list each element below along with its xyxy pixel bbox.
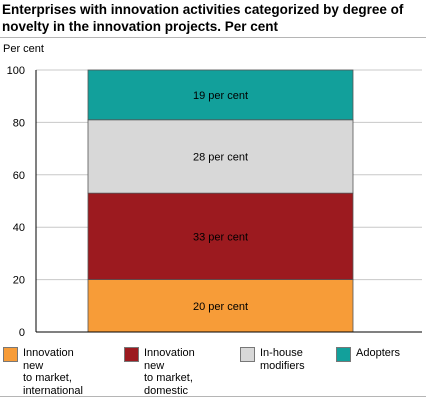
- data-label-1: 20 per cent: [193, 301, 248, 313]
- chart-title: Enterprises with innovation activities c…: [2, 2, 404, 34]
- title-divider: [0, 37, 426, 38]
- legend: Innovation new to market, international I…: [0, 347, 426, 397]
- data-label-3: 28 per cent: [193, 151, 248, 163]
- y-tick-label: 20: [13, 275, 25, 287]
- y-axis-label: Per cent: [3, 43, 44, 55]
- legend-swatch: [124, 347, 139, 362]
- legend-swatch: [240, 347, 255, 362]
- data-label-4: 19 per cent: [193, 90, 248, 102]
- bar-segment-2: [87, 192, 354, 280]
- legend-label: In-house modifiers: [260, 347, 305, 372]
- legend-swatch: [3, 347, 18, 362]
- legend-label: Adopters: [356, 347, 401, 359]
- stacked-bar-chart: 0 20 40 60 80 100 20 per cent 33 per cent 28 per…: [7, 65, 422, 339]
- y-tick-label: 80: [13, 117, 25, 129]
- legend-label: Innovation new to market, international: [23, 347, 83, 397]
- y-tick-label: 0: [19, 327, 25, 339]
- legend-swatch: [336, 347, 351, 362]
- y-tick-label: 100: [7, 65, 25, 77]
- y-tick-label: 40: [13, 222, 25, 234]
- legend-label: Innovation new to market, domestic: [144, 347, 195, 397]
- y-tick-label: 60: [13, 170, 25, 182]
- bar-segment-4: [87, 69, 354, 121]
- bar-segment-1: [87, 279, 354, 333]
- bar-segment-3: [87, 119, 354, 194]
- data-label-2: 33 per cent: [193, 231, 248, 243]
- bottom-divider: [0, 396, 426, 397]
